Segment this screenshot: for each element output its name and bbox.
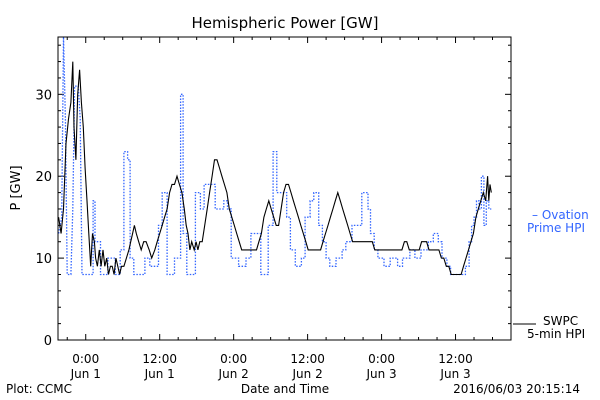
x-tick-day-label: Jun 1 — [144, 367, 175, 381]
legend-ovation-label-line2: Prime HPI — [527, 221, 585, 235]
x-tick-day-label: Jun 2 — [292, 367, 323, 381]
series-line-ovation — [57, 36, 492, 276]
y-tick-label: 0 — [44, 334, 52, 349]
plot-area — [57, 36, 492, 276]
plot-frame — [57, 36, 512, 341]
legend-ovation-label: – Ovation — [532, 208, 589, 222]
x-tick-day-label: Jun 2 — [218, 367, 249, 381]
x-tick-day-label: Jun 3 — [365, 367, 396, 381]
plot-credit: Plot: CCMC — [6, 382, 72, 396]
y-axis: 0 10 20 30 — [35, 44, 511, 349]
x-tick-time-label: 0:00 — [368, 352, 395, 366]
y-tick-label: 20 — [35, 170, 52, 185]
legend-swpc-label: SWPC — [543, 314, 578, 328]
x-tick-time-label: 12:00 — [290, 352, 325, 366]
plot-timestamp: 2016/06/03 20:15:14 — [453, 382, 580, 396]
x-axis-label: Date and Time — [241, 382, 329, 396]
legend-swpc-label-line2: 5-min HPI — [527, 327, 585, 341]
y-tick-label: 30 — [35, 88, 52, 103]
x-tick-time-label: 0:00 — [72, 352, 99, 366]
x-tick-day-label: Jun 3 — [439, 367, 470, 381]
x-tick-time-label: 0:00 — [220, 352, 247, 366]
x-tick-time-label: 12:00 — [142, 352, 177, 366]
x-tick-day-label: Jun 1 — [70, 367, 101, 381]
series-line-swpc — [58, 61, 492, 276]
y-tick-label: 10 — [35, 252, 52, 267]
x-tick-time-label: 12:00 — [438, 352, 473, 366]
chart-title: Hemispheric Power [GW] — [192, 14, 379, 32]
y-axis-label: P [GW] — [9, 165, 24, 210]
